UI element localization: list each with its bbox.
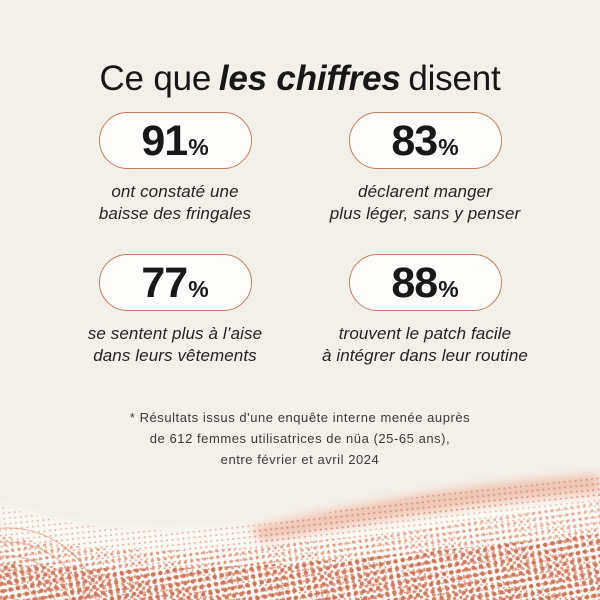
- stat-label-line: ont constaté une: [111, 182, 239, 201]
- stat-label-line: plus léger, sans y penser: [329, 204, 521, 224]
- title-suffix: disent: [408, 59, 501, 99]
- stat-label-line: à intégrer dans leur routine: [322, 346, 528, 366]
- percent-sign: %: [438, 275, 459, 302]
- stat-label-line: se sentent plus à l’aise: [87, 323, 263, 343]
- stat-pill: 88 %: [348, 253, 502, 311]
- wave-ripple-arcs: [0, 527, 100, 600]
- footnote-line: de 612 femmes utilisatrices de nüa (25-6…: [149, 431, 451, 447]
- stat-label-line: trouvent le patch facile: [338, 323, 512, 343]
- survey-footnote: * Résultats issus d'une enquête interne …: [0, 407, 600, 470]
- halftone-wave-decoration: [0, 474, 600, 600]
- stat-label-line: baisse des fringales: [98, 204, 252, 224]
- title-emphasis: les chiffres: [218, 59, 401, 99]
- stat-value: 83: [391, 117, 438, 165]
- stat-card-vetements: 77 % se sentent plus à l’aise dans leurs…: [50, 253, 300, 368]
- stat-label: trouvent le patch facile à intégrer dans…: [322, 323, 528, 368]
- stat-label-line: dans leurs vêtements: [93, 346, 257, 366]
- stat-label: se sentent plus à l’aise dans leurs vête…: [88, 323, 262, 368]
- stat-pill: 83 %: [348, 112, 502, 169]
- stat-card-patch-routine: 88 % trouvent le patch facile à intégrer…: [300, 253, 550, 368]
- wave-dots-dark-layer: [0, 534, 600, 600]
- stat-value: 91: [141, 117, 188, 165]
- stat-card-fringales: 91 % ont constaté une baisse des fringal…: [50, 112, 300, 226]
- footnote-line: entre février et avril 2024: [220, 452, 380, 468]
- title-prefix: Ce que: [99, 59, 212, 99]
- footnote-line: * Résultats issus d'une enquête interne …: [129, 410, 471, 425]
- percent-sign: %: [438, 134, 459, 160]
- percent-sign: %: [188, 134, 209, 160]
- stats-grid: 91 % ont constaté une baisse des fringal…: [50, 112, 550, 368]
- stat-pill: 77 %: [98, 253, 252, 311]
- wave-ridge-dots: [250, 476, 600, 544]
- page-title: Ce que les chiffres disent: [0, 59, 600, 99]
- stat-value: 88: [391, 258, 438, 307]
- stat-label: déclarent manger plus léger, sans y pens…: [330, 181, 521, 226]
- percent-sign: %: [188, 275, 209, 302]
- stat-label-line: déclarent manger: [358, 182, 492, 201]
- stat-pill: 91 %: [98, 112, 252, 169]
- stat-value: 77: [141, 258, 188, 307]
- stat-label: ont constaté une baisse des fringales: [99, 181, 251, 226]
- stat-card-manger-leger: 83 % déclarent manger plus léger, sans y…: [300, 112, 550, 226]
